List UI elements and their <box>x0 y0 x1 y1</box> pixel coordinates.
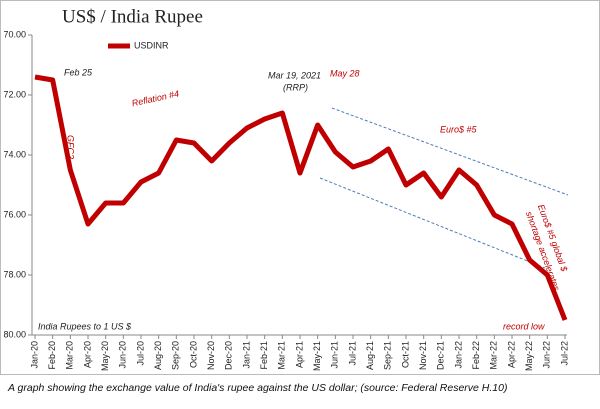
annotation: (RRP) <box>283 82 308 92</box>
x-tick-label: Apr-20 <box>82 341 92 368</box>
x-tick-label: Jun-20 <box>118 341 128 369</box>
x-tick-label: Aug-20 <box>153 341 163 370</box>
x-tick-label: Dec-21 <box>436 341 446 370</box>
annotation: record low <box>503 321 545 331</box>
x-tick-label: Feb-22 <box>471 341 481 370</box>
x-tick-label: May-21 <box>312 341 322 371</box>
x-tick-label: Oct-21 <box>400 341 410 368</box>
caption: A graph showing the exchange value of In… <box>7 382 507 394</box>
x-tick-label: May-22 <box>524 341 534 371</box>
x-tick-label: Mar-22 <box>489 341 499 370</box>
chart-border <box>0 0 600 375</box>
x-tick-label: Nov-21 <box>418 341 428 370</box>
annotation: May 28 <box>330 68 360 78</box>
x-tick-label: Jul-20 <box>135 341 145 366</box>
y-tick-label: 72.00 <box>3 89 26 99</box>
x-tick-label: Oct-20 <box>188 341 198 368</box>
x-tick-label: Jun-22 <box>542 341 552 369</box>
x-tick-label: May-20 <box>100 341 110 371</box>
legend-label: USDINR <box>134 40 169 50</box>
x-tick-label: Feb-21 <box>259 341 269 370</box>
annotation: India Rupees to 1 US $ <box>38 321 132 331</box>
x-tick-label: Dec-20 <box>224 341 234 370</box>
x-tick-label: Jul-22 <box>559 341 569 366</box>
channel-line <box>331 107 569 196</box>
channel-line <box>319 177 546 269</box>
x-tick-label: Aug-21 <box>365 341 375 370</box>
x-tick-label: Mar-21 <box>277 341 287 370</box>
x-tick-label: Sep-21 <box>383 341 393 370</box>
x-tick-label: Jun-21 <box>330 341 340 369</box>
annotation: Feb 25 <box>64 67 93 77</box>
x-tick-label: Sep-20 <box>171 341 181 370</box>
x-tick-label: Jul-21 <box>347 341 357 366</box>
annotation: GFC2 <box>66 135 76 159</box>
chart-title: US$ / India Rupee <box>62 6 203 27</box>
x-tick-label: Nov-20 <box>206 341 216 370</box>
y-tick-label: 80.00 <box>3 329 26 339</box>
y-tick-label: 70.00 <box>3 29 26 39</box>
x-tick-label: Mar-20 <box>65 341 75 370</box>
y-tick-label: 78.00 <box>3 269 26 279</box>
x-tick-label: Feb-20 <box>47 341 57 370</box>
data-line <box>34 74 568 321</box>
x-tick-label: Jan-21 <box>241 341 251 369</box>
annotation: Euro$ #5 <box>440 124 478 134</box>
x-tick-label: Jan-22 <box>453 341 463 369</box>
x-tick-label: Apr-22 <box>506 341 516 368</box>
annotation: Mar 19, 2021 <box>268 70 321 80</box>
x-tick-label: Apr-21 <box>294 341 304 368</box>
y-tick-label: 74.00 <box>3 149 26 159</box>
y-tick-label: 76.00 <box>3 209 26 219</box>
x-tick-label: Jan-20 <box>29 341 39 369</box>
